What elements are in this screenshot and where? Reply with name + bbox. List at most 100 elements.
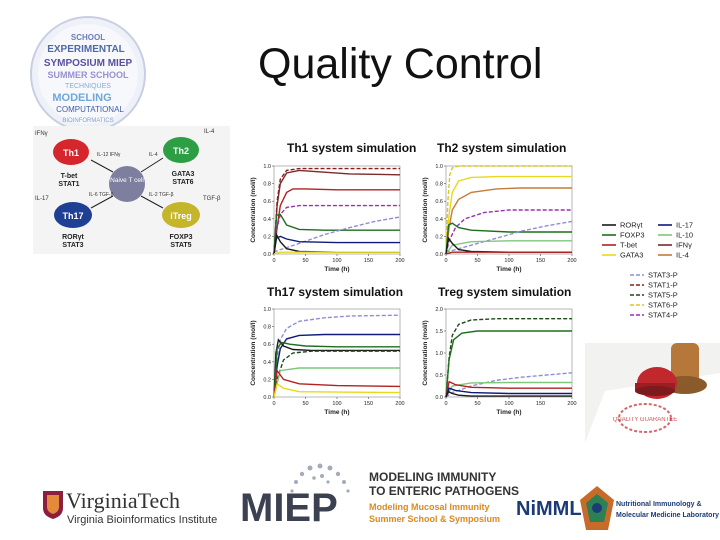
legend-label: IFNγ (676, 241, 692, 250)
y-tick-label: 0.4 (263, 360, 271, 366)
svg-text:IL-4: IL-4 (149, 152, 158, 158)
x-tick-label: 200 (395, 258, 404, 264)
svg-text:Th2: Th2 (173, 146, 189, 156)
nimml-line2: Molecular Medicine Laboratory (616, 512, 720, 519)
y-tick-label: 0.8 (263, 182, 271, 188)
quality-stamp-image: QUALITY GUARANTEE (585, 343, 720, 443)
svg-text:Naive T cell: Naive T cell (110, 177, 144, 184)
legend-item: FOXP3 (602, 231, 645, 240)
series-line-T-bet (445, 251, 572, 255)
x-tick-label: 0 (444, 258, 447, 264)
series-line-FOXP3 (273, 213, 400, 255)
vt-institute: Virginia Bioinformatics Institute (67, 514, 218, 526)
y-tick-label: 2.0 (435, 307, 443, 313)
svg-text:IL-4: IL-4 (204, 129, 215, 135)
y-tick-label: 1.0 (263, 307, 271, 313)
svg-text:IL-6 TGF-β: IL-6 TGF-β (89, 192, 114, 198)
miep-line3: Modeling Mucosal Immunity (369, 502, 490, 512)
legend-item: IL-4 (658, 251, 689, 260)
svg-text:TGF-β: TGF-β (203, 196, 221, 202)
y-tick-label: 0.4 (263, 217, 271, 223)
svg-text:IFNγ: IFNγ (35, 131, 48, 137)
th17-cell: Th17 RORγt STAT3 (54, 202, 92, 249)
x-tick-label: 50 (474, 258, 480, 264)
miep-dots-logo-icon (290, 463, 350, 493)
y-tick-label: 0.0 (263, 252, 271, 258)
svg-text:GATA3: GATA3 (172, 171, 195, 178)
legend-item: IL-17 (658, 221, 693, 230)
svg-text:TECHNIQUES: TECHNIQUES (65, 83, 111, 90)
y-tick-label: 1.0 (263, 164, 271, 170)
x-tick-label: 200 (395, 401, 404, 407)
plot-area (273, 165, 401, 255)
series-line-STAT3-P (445, 372, 573, 398)
chart-title-th1: Th1 system simulation (287, 141, 417, 155)
y-tick-label: 1.0 (435, 164, 443, 170)
series-line-IL-10 (445, 240, 572, 255)
series-line-IL-17 (445, 387, 572, 398)
legend-item: STAT5-P (630, 291, 678, 300)
x-tick-label: 0 (272, 401, 275, 407)
series-line-RORγt (445, 390, 572, 398)
vt-name: VirginiaTech (66, 488, 181, 513)
svg-text:STAT5: STAT5 (170, 242, 191, 249)
series-line-IL-10 (273, 367, 400, 398)
y-tick-label: 0.0 (263, 395, 271, 401)
svg-text:IL-17: IL-17 (35, 196, 49, 202)
svg-text:FOXP3: FOXP3 (170, 234, 193, 241)
series-line-STAT1-P (273, 167, 400, 255)
legend-label: RORγt (620, 221, 643, 230)
legend-label: STAT6-P (648, 301, 678, 310)
y-tick-label: 1.0 (435, 351, 443, 357)
legend-item: RORγt (602, 221, 643, 230)
series-line-GATA3 (273, 251, 400, 255)
y-tick-label: 0.2 (263, 234, 271, 240)
y-axis-label: Concentration (mol/l) (422, 320, 429, 385)
miep-line1: MODELING IMMUNITY (369, 470, 497, 484)
y-tick-label: 0.8 (435, 182, 443, 188)
miep-line2: TO ENTERIC PATHOGENS (369, 484, 520, 498)
svg-text:SCHOOL: SCHOOL (71, 33, 105, 42)
series-line-T-bet (273, 368, 401, 398)
svg-text:BIOINFORMATICS: BIOINFORMATICS (62, 118, 113, 124)
miep-wordmark: MIEP (240, 486, 338, 530)
x-axis-label: Time (h) (324, 266, 349, 273)
svg-text:Th1: Th1 (63, 148, 79, 158)
x-tick-label: 50 (302, 401, 308, 407)
svg-text:EXPERIMENTAL: EXPERIMENTAL (47, 44, 125, 55)
legend-item: STAT6-P (630, 301, 678, 310)
series-line-GATA3 (273, 382, 401, 398)
series-line-STAT3-P (445, 220, 573, 253)
svg-text:COMPUTATIONAL: COMPUTATIONAL (56, 105, 124, 114)
legend-item: GATA3 (602, 251, 643, 260)
x-tick-label: 100 (332, 258, 341, 264)
svg-text:Th17: Th17 (62, 211, 83, 221)
th2-cell: Th2 GATA3 STAT6 (163, 137, 199, 186)
svg-text:MODELING: MODELING (52, 92, 111, 104)
x-tick-label: 200 (567, 258, 576, 264)
legend-item: STAT1-P (630, 281, 678, 290)
legend-label: STAT5-P (648, 291, 678, 300)
legend-label: IL-4 (676, 251, 689, 260)
x-tick-label: 150 (364, 401, 373, 407)
legend-label: STAT4-P (648, 311, 678, 320)
legend-item: STAT4-P (630, 311, 678, 320)
y-tick-label: 1.5 (435, 329, 443, 335)
legend-label: STAT3-P (648, 271, 678, 280)
chart-title-th17: Th17 system simulation (267, 285, 404, 299)
series-line-IL-17 (273, 333, 400, 398)
naive-tcell: Naive T cell (109, 166, 145, 202)
svg-text:IL-2 TGF-β: IL-2 TGF-β (149, 192, 174, 198)
chart-th2: 0.0 0.2 0.4 0.6 0.8 1.0 0 50 100 150 200 Time (h) Co… (422, 164, 577, 273)
series-line-FOXP3 (445, 222, 572, 255)
x-tick-label: 50 (474, 401, 480, 407)
legend-label: T-bet (620, 241, 638, 250)
series-line-FOXP3 (445, 330, 572, 398)
chart-treg: 0.0 0.5 1.0 1.5 2.0 0 50 100 150 200 Time (h) Conce… (422, 307, 577, 416)
series-line-T-bet (445, 380, 572, 398)
chart-th17: 0.0 0.2 0.4 0.6 0.8 1.0 0 50 100 150 200 Time (h) Co… (250, 307, 405, 416)
x-axis-label: Time (h) (496, 266, 521, 273)
y-tick-label: 0.6 (263, 199, 271, 205)
svg-text:RORγt: RORγt (62, 234, 84, 241)
